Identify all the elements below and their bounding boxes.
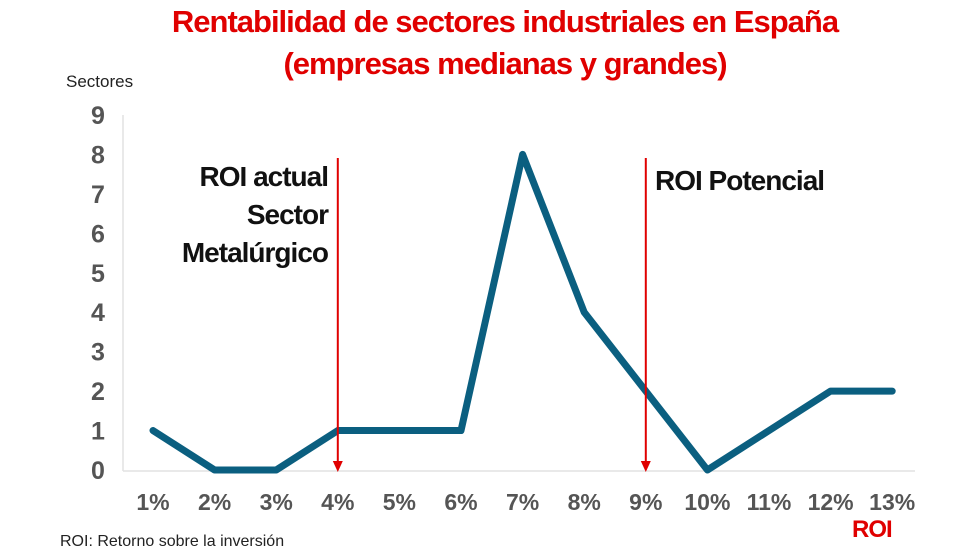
y-tick-label: 2	[91, 378, 105, 406]
x-tick-label: 5%	[383, 489, 416, 515]
y-tick-label: 0	[91, 457, 105, 485]
annotation-line: Metalúrgico	[181, 237, 329, 268]
x-tick-label: 7%	[506, 489, 539, 515]
annotation-roi-potencial: ROI Potencial	[655, 162, 825, 200]
y-tick-label: 7	[91, 181, 105, 209]
y-tick-label: 1	[91, 418, 105, 446]
y-tick-label: 3	[91, 339, 105, 367]
x-tick-label: 3%	[260, 489, 293, 515]
x-tick-label: 10%	[684, 489, 730, 515]
y-tick-label: 9	[91, 102, 105, 130]
x-tick-label: 13%	[869, 489, 915, 515]
x-tick-label: 2%	[198, 489, 231, 515]
annotation-roi-actual: ROI actual Sector Metalúrgico	[181, 158, 329, 272]
x-tick-label: 6%	[444, 489, 477, 515]
chart-subtitle: (empresas medianas y grandes)	[283, 46, 727, 81]
x-tick-label: 4%	[321, 489, 354, 515]
y-axis-label: Sectores	[66, 72, 134, 91]
chart-title: Rentabilidad de sectores industriales en…	[171, 4, 839, 39]
y-tick-label: 6	[91, 220, 105, 248]
annotation-arrow-head	[332, 461, 343, 472]
y-tick-label: 5	[91, 260, 105, 288]
x-tick-label: 9%	[629, 489, 662, 515]
annotation-line: ROI actual	[199, 161, 329, 192]
annotation-line: ROI Potencial	[655, 165, 825, 196]
y-tick-label: 8	[91, 141, 105, 169]
annotation-line: Sector	[246, 199, 329, 230]
annotation-arrow-head	[640, 461, 651, 472]
y-tick-label: 4	[91, 299, 105, 327]
footnote: ROI: Retorno sobre la inversión	[60, 533, 285, 550]
x-tick-label: 8%	[568, 489, 601, 515]
x-tick-label: 12%	[808, 489, 854, 515]
x-tick-label: 1%	[136, 489, 169, 515]
x-tick-label: 11%	[747, 489, 792, 515]
x-axis-label: ROI	[852, 516, 893, 543]
